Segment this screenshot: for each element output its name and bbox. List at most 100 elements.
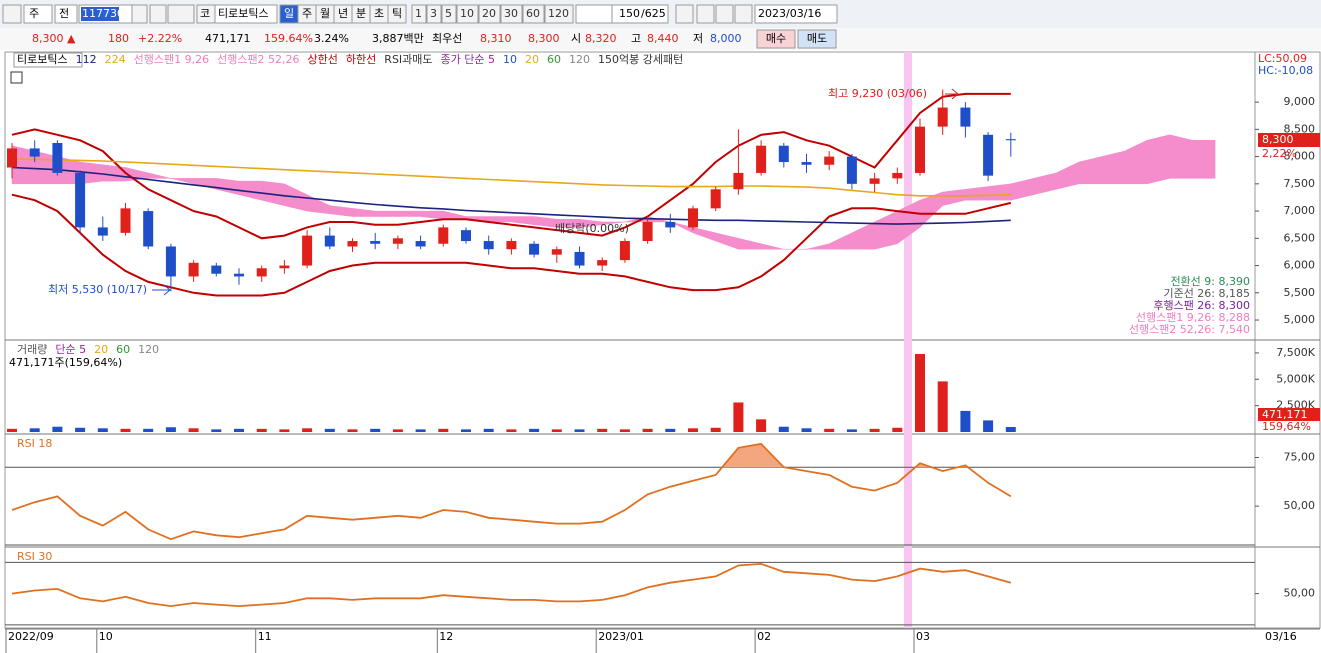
candle-body: [824, 156, 835, 165]
candle-body: [211, 265, 222, 274]
legend-entry: 112: [76, 53, 97, 66]
legend-entry: 하한선: [346, 52, 376, 66]
candle-body: [438, 227, 449, 244]
count: 150: [619, 7, 640, 20]
candle-body: [120, 208, 131, 233]
legend-entry: 단순 5: [55, 343, 86, 356]
candle-body: [688, 208, 698, 228]
volume-bar: [1005, 427, 1016, 432]
low-annotation: 최저 5,530 (10/17): [48, 283, 147, 296]
interval-label: 30: [504, 7, 518, 20]
readout: 선행스팬1 9,26: 8,288: [1136, 311, 1250, 324]
interval-button[interactable]: [544, 4, 574, 24]
candle-body: [97, 227, 108, 236]
menu-icon[interactable]: [2, 4, 22, 24]
interval-button[interactable]: [522, 4, 545, 24]
legend-entry: 120: [569, 53, 590, 66]
period-button[interactable]: [387, 4, 407, 24]
volume-bar: [688, 428, 698, 432]
volume-bar: [279, 429, 290, 432]
highlight-band: [904, 52, 912, 628]
y-tick-label: 75,00: [1284, 451, 1316, 464]
volume-bar: [324, 428, 335, 432]
indicator-line: [11, 166, 1011, 225]
legend-entry: 종가 단순 5: [441, 53, 495, 66]
tool-icon[interactable]: [696, 4, 715, 24]
cloud-segment: [1169, 134, 1193, 179]
period-label: 틱: [392, 7, 402, 20]
quote-amount: 3,887백만: [372, 32, 424, 45]
date-input[interactable]: [754, 4, 838, 24]
interval-select[interactable]: [575, 4, 615, 24]
interval-label: 3: [430, 7, 437, 20]
interval-label: 1: [415, 7, 422, 20]
legend-entry: 20: [525, 53, 539, 66]
candle-body: [642, 221, 653, 242]
volume-bar: [188, 428, 199, 432]
last-price-tag: [1258, 133, 1320, 147]
candle-body: [869, 178, 880, 184]
volume-bar: [642, 428, 653, 432]
buy-button[interactable]: [756, 29, 796, 49]
candle-body: [1005, 139, 1016, 141]
candle-body: [801, 162, 812, 165]
volume-bar: [211, 429, 222, 432]
search-button[interactable]: [149, 4, 167, 24]
y-tick-label: 5,000: [1284, 313, 1316, 326]
interval-button[interactable]: [478, 4, 501, 24]
code-dropdown[interactable]: [131, 4, 148, 24]
tool-icon[interactable]: [675, 4, 694, 24]
market-select[interactable]: [54, 4, 78, 24]
legend-entry: 150억봉 강세패턴: [598, 53, 683, 66]
legend-entry: 120: [138, 343, 159, 356]
candle-body: [710, 189, 721, 209]
interval-button[interactable]: [500, 4, 523, 24]
rsi-line: [11, 562, 1012, 608]
interval-button[interactable]: [426, 4, 442, 24]
count-input[interactable]: [611, 4, 669, 24]
candle-body: [461, 230, 471, 242]
interval-button[interactable]: [411, 4, 427, 24]
period-label: 분: [356, 7, 366, 20]
panel-title: 거래량: [17, 343, 47, 356]
legend-entry: 선행스팬2 52,26: [217, 53, 299, 66]
volume-bar: [165, 427, 176, 432]
y-tick-label: 7,500: [1284, 177, 1316, 190]
candle-body: [324, 235, 335, 247]
sound-button[interactable]: [167, 4, 195, 24]
candle-body: [960, 107, 971, 127]
interval-button[interactable]: [456, 4, 479, 24]
panel-title: RSI 30: [17, 550, 52, 563]
candle-body: [302, 235, 313, 266]
code: 117730: [82, 7, 124, 20]
volume-bar: [392, 429, 403, 432]
cloud-segment: [987, 183, 1012, 201]
tool-icon[interactable]: [715, 4, 734, 24]
indicator-line: [12, 158, 1011, 197]
candle-body: [915, 126, 925, 173]
quote-volume-pct: 159.64%: [264, 32, 313, 45]
period-label: 주: [302, 7, 312, 20]
candle-body: [165, 246, 176, 277]
legend-entry: 10: [503, 53, 517, 66]
volume-bar: [824, 428, 835, 432]
quote-change: 180: [108, 32, 129, 45]
cloud-segment: [601, 221, 625, 225]
quote-high: 8,440: [647, 32, 679, 45]
volume-bar: [29, 428, 40, 432]
interval-label: 20: [482, 7, 496, 20]
tool-icon[interactable]: [734, 4, 753, 24]
candle-body: [846, 156, 857, 184]
cloud-segment: [374, 210, 399, 217]
sell-button[interactable]: [797, 29, 837, 49]
grid-icon: [10, 71, 23, 84]
interval-button[interactable]: [441, 4, 457, 24]
volume-bar: [665, 428, 676, 432]
candle-body: [597, 260, 608, 266]
period-type-select[interactable]: [23, 4, 53, 24]
cloud-segment: [147, 172, 171, 179]
high-arrow: [945, 88, 959, 100]
legend-entry: 상한선: [308, 53, 338, 66]
volume-bar: [960, 410, 971, 432]
